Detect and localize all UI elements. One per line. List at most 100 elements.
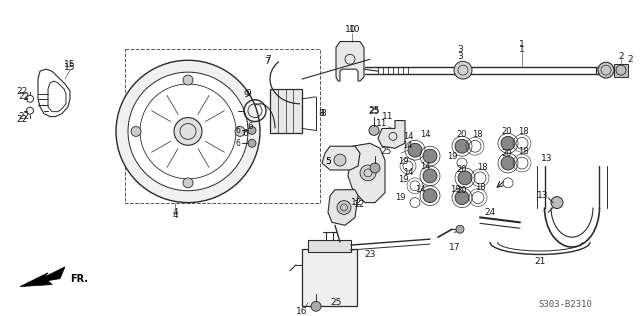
Polygon shape (348, 143, 385, 203)
Text: 19: 19 (447, 152, 457, 161)
Text: 3: 3 (457, 45, 463, 54)
Text: 12: 12 (351, 198, 363, 207)
Text: FR.: FR. (70, 274, 88, 284)
Text: 7: 7 (265, 55, 271, 64)
Text: 20: 20 (457, 186, 467, 195)
Text: 14: 14 (403, 168, 413, 178)
Polygon shape (328, 190, 358, 225)
Text: 16: 16 (296, 307, 308, 316)
Text: 10: 10 (349, 25, 361, 34)
Circle shape (454, 61, 472, 79)
Text: 9: 9 (245, 89, 251, 98)
Polygon shape (378, 121, 405, 148)
Text: 6: 6 (235, 139, 240, 148)
Text: S303-B2310: S303-B2310 (538, 300, 592, 309)
Text: 8: 8 (318, 109, 324, 118)
Text: 20: 20 (502, 149, 512, 158)
Circle shape (501, 137, 515, 150)
Text: 5: 5 (325, 156, 331, 166)
Text: 5: 5 (325, 156, 331, 166)
Circle shape (455, 191, 469, 204)
Bar (614, 64, 628, 77)
Text: 1: 1 (519, 45, 525, 54)
Text: 6: 6 (242, 129, 248, 138)
Circle shape (183, 75, 193, 85)
Text: 6: 6 (235, 126, 240, 135)
Text: 15: 15 (64, 63, 76, 72)
Text: 22: 22 (19, 112, 29, 121)
Text: 19: 19 (395, 193, 405, 202)
Polygon shape (20, 267, 65, 287)
Circle shape (334, 154, 346, 166)
Circle shape (408, 143, 422, 157)
Text: 15: 15 (64, 60, 76, 69)
Text: 14: 14 (403, 132, 413, 141)
Circle shape (337, 201, 351, 215)
Bar (125, 49, 320, 203)
Text: 19: 19 (397, 175, 408, 184)
Text: 21: 21 (534, 257, 546, 266)
Text: 13: 13 (536, 191, 548, 200)
Text: 4: 4 (172, 211, 178, 220)
Text: 18: 18 (472, 130, 483, 139)
Circle shape (370, 163, 380, 173)
Text: 3: 3 (457, 52, 463, 61)
Text: 22: 22 (19, 92, 29, 101)
Text: 25: 25 (330, 298, 341, 307)
Circle shape (128, 72, 248, 191)
Text: 1: 1 (519, 40, 525, 49)
Text: 24: 24 (484, 208, 495, 217)
Text: 25: 25 (368, 106, 380, 115)
Text: 14: 14 (402, 141, 412, 150)
Circle shape (183, 178, 193, 188)
Circle shape (174, 118, 202, 145)
Text: 8: 8 (320, 109, 326, 118)
Text: 7: 7 (264, 57, 270, 66)
Text: 4: 4 (172, 208, 178, 217)
Text: 11: 11 (382, 112, 394, 121)
Text: 14: 14 (420, 161, 430, 171)
Text: 11: 11 (376, 119, 388, 128)
Text: 22: 22 (17, 88, 28, 96)
Text: 19: 19 (397, 156, 408, 166)
Bar (308, 240, 351, 252)
Text: 10: 10 (345, 25, 356, 34)
Polygon shape (322, 146, 360, 170)
Text: 9: 9 (243, 90, 249, 99)
Circle shape (551, 197, 563, 209)
Text: 18: 18 (475, 183, 485, 192)
Circle shape (235, 126, 245, 137)
Circle shape (116, 60, 260, 203)
Circle shape (501, 156, 515, 170)
Bar (270, 89, 302, 133)
Text: 23: 23 (364, 251, 376, 259)
Text: 25: 25 (380, 147, 392, 156)
Text: 20: 20 (457, 166, 467, 174)
Text: 17: 17 (449, 243, 461, 252)
Circle shape (456, 225, 464, 233)
Circle shape (455, 139, 469, 153)
Text: 12: 12 (355, 200, 365, 209)
Circle shape (458, 171, 472, 185)
Circle shape (423, 149, 437, 163)
Text: 14: 14 (415, 185, 425, 194)
Bar (302, 249, 357, 306)
Circle shape (131, 126, 141, 137)
Text: 13: 13 (541, 154, 553, 163)
Text: 20: 20 (502, 127, 512, 136)
Text: 14: 14 (420, 130, 430, 139)
Text: 20: 20 (457, 130, 467, 139)
Text: 18: 18 (518, 127, 528, 136)
Text: 25: 25 (368, 107, 380, 116)
Circle shape (360, 165, 376, 181)
Text: 18: 18 (477, 163, 487, 173)
Text: 6: 6 (247, 122, 253, 131)
Circle shape (248, 139, 256, 147)
Circle shape (598, 62, 614, 78)
Circle shape (248, 126, 256, 134)
Circle shape (423, 189, 437, 203)
Text: 19: 19 (450, 185, 460, 194)
Text: 2: 2 (618, 52, 624, 61)
Polygon shape (336, 41, 364, 81)
Circle shape (311, 301, 321, 311)
